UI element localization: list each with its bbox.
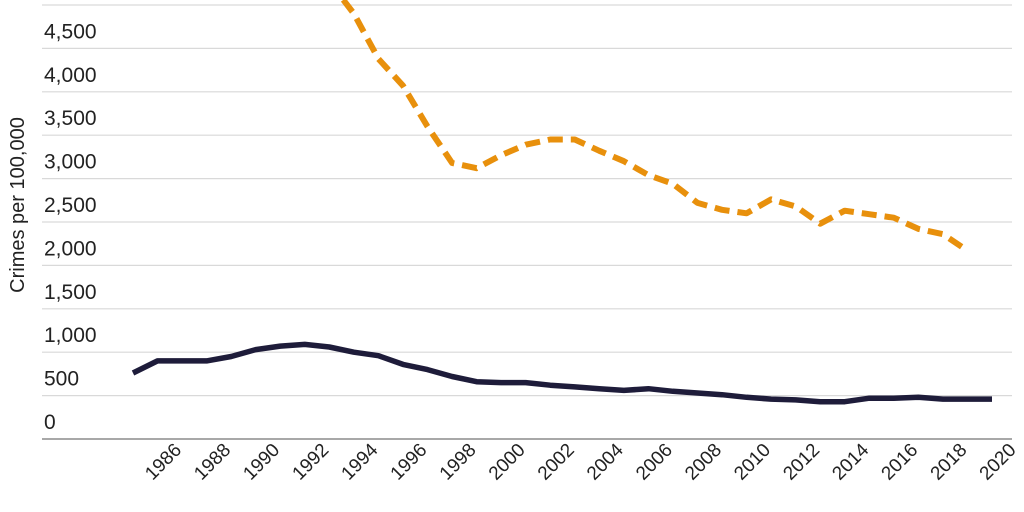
series-line-dashed bbox=[339, 0, 970, 254]
x-tick-label: 1998 bbox=[436, 440, 481, 485]
x-tick-label: 2016 bbox=[878, 440, 923, 485]
x-tick-label: 2006 bbox=[632, 440, 677, 485]
x-tick-label: 2012 bbox=[779, 440, 824, 485]
x-tick-label: 2018 bbox=[927, 440, 972, 485]
x-tick-label: 2004 bbox=[583, 439, 628, 484]
y-tick-label: 2,000 bbox=[44, 237, 97, 260]
series-lines bbox=[131, 0, 992, 405]
y-tick-label: 1,000 bbox=[44, 324, 97, 347]
x-tick-label: 1990 bbox=[239, 440, 284, 485]
x-tick-label: 1988 bbox=[190, 440, 235, 485]
x-tick-label: 2000 bbox=[485, 440, 530, 485]
y-tick-label: 1,500 bbox=[44, 281, 97, 304]
x-tick-label: 2020 bbox=[976, 440, 1021, 485]
y-tick-label: 4,500 bbox=[44, 20, 97, 43]
y-tick-label: 4,000 bbox=[44, 64, 97, 87]
x-tick-label: 2002 bbox=[534, 440, 579, 485]
x-tick-label: 1996 bbox=[387, 440, 432, 485]
x-tick-label: 1992 bbox=[289, 440, 334, 485]
y-tick-label: 3,000 bbox=[44, 151, 97, 174]
x-tick-label: 2014 bbox=[828, 439, 873, 484]
x-tick-label: 2008 bbox=[681, 440, 726, 485]
y-tick-label: 3,500 bbox=[44, 107, 97, 130]
x-tick-label: 1986 bbox=[141, 440, 186, 485]
x-tick-label: 1994 bbox=[338, 439, 383, 484]
y-tick-labels: 0 500 1,000 1,500 2,000 2,500 3,000 3,500 4,000 4… bbox=[44, 20, 97, 434]
y-tick-label: 2,500 bbox=[44, 194, 97, 217]
y-tick-label: 0 bbox=[44, 411, 56, 434]
y-tick-label: 500 bbox=[44, 368, 79, 391]
x-tick-labels: 1986 1988 1990 1992 1994 1996 1998 2000 2002 2004… bbox=[141, 439, 1020, 484]
x-tick-label: 2010 bbox=[730, 440, 775, 485]
series-line-solid bbox=[131, 341, 992, 405]
gridlines bbox=[42, 4, 1012, 397]
y-axis-label: Crimes per 100,000 bbox=[7, 117, 29, 293]
